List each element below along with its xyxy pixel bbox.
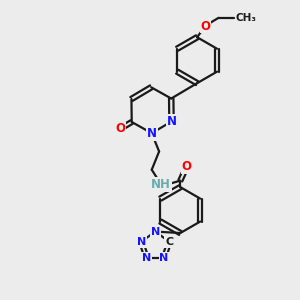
Text: CH₃: CH₃: [236, 13, 256, 23]
Text: N: N: [151, 226, 160, 237]
Text: O: O: [115, 122, 125, 135]
Text: N: N: [142, 253, 151, 263]
Text: O: O: [200, 20, 210, 32]
Text: O: O: [182, 160, 192, 173]
Text: C: C: [165, 237, 173, 247]
Text: N: N: [159, 253, 169, 263]
Text: N: N: [167, 115, 176, 128]
Text: N: N: [137, 237, 146, 247]
Text: N: N: [147, 127, 157, 140]
Text: NH: NH: [151, 178, 171, 191]
